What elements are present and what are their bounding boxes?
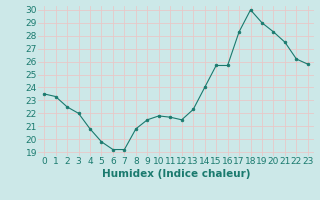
X-axis label: Humidex (Indice chaleur): Humidex (Indice chaleur) (102, 169, 250, 179)
